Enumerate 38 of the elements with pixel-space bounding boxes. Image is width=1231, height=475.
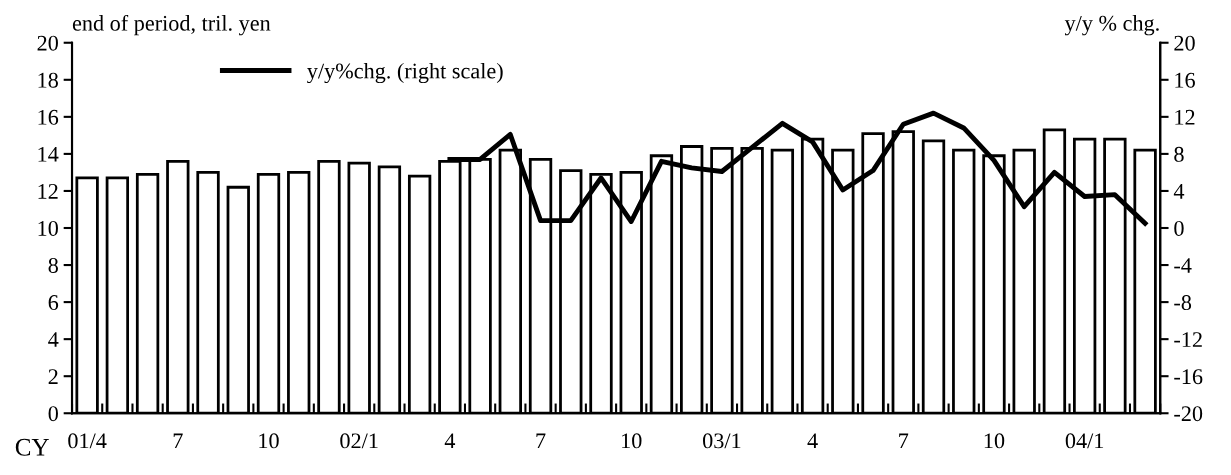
y-tick-label: 20 bbox=[37, 35, 58, 51]
y2-tick-label: 8 bbox=[1174, 146, 1184, 162]
y-tick-label: 16 bbox=[38, 109, 59, 125]
y-tick-label: 0 bbox=[48, 406, 58, 422]
y-tick-label: 8 bbox=[48, 257, 58, 273]
x-tick-label: 4 bbox=[807, 433, 818, 449]
x-tick-label: 04/1 bbox=[1065, 433, 1104, 449]
y2-axis-title: y/y % chg. bbox=[1064, 15, 1159, 36]
y-tick-label: 18 bbox=[38, 72, 58, 88]
x-tick-label: 7 bbox=[536, 433, 546, 449]
legend-label: y/y%chg. (right scale) bbox=[307, 62, 503, 84]
y-axis-title: end of period, tril. yen bbox=[72, 14, 271, 36]
y-tick-label: 12 bbox=[38, 183, 58, 199]
x-tick-label: 10 bbox=[984, 433, 1005, 449]
y2-tick-label: 16 bbox=[1175, 72, 1195, 88]
y2-tick-label: 20 bbox=[1174, 35, 1195, 51]
y-tick-label: 2 bbox=[48, 369, 58, 384]
x-tick-label: 7 bbox=[899, 433, 909, 449]
x-tick-label: 03/1 bbox=[703, 433, 741, 449]
y2-tick-label: 4 bbox=[1173, 184, 1185, 199]
y-tick-label: 14 bbox=[38, 146, 59, 162]
y-tick-label: 4 bbox=[48, 332, 59, 347]
y2-tick-label: 12 bbox=[1175, 109, 1195, 125]
x-tick-label: 7 bbox=[173, 433, 183, 449]
y2-tick-label: -16 bbox=[1174, 369, 1203, 385]
x-tick-label: 10 bbox=[622, 433, 642, 449]
x-tick-label: 4 bbox=[444, 433, 456, 449]
y2-tick-label: 0 bbox=[1174, 220, 1184, 236]
y2-tick-label: -4 bbox=[1174, 258, 1192, 273]
y2-tick-label: -12 bbox=[1174, 332, 1202, 347]
x-tick-label: 02/1 bbox=[340, 433, 378, 449]
y2-tick-label: -20 bbox=[1174, 406, 1203, 422]
y-tick-label: 10 bbox=[38, 220, 58, 236]
text: CY bbox=[15, 438, 49, 456]
y-tick-label: 6 bbox=[48, 295, 59, 311]
x-tick-label: 10 bbox=[259, 433, 279, 449]
x-tick-label: 01/4 bbox=[68, 433, 107, 449]
y2-tick-label: -8 bbox=[1174, 295, 1192, 311]
